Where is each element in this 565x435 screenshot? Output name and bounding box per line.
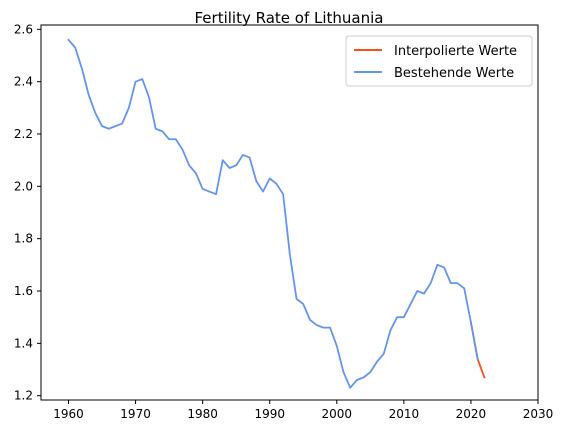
x-tick-label: 2000: [322, 407, 353, 421]
x-tick-label: 1960: [53, 407, 84, 421]
x-tick-label: 2030: [523, 407, 554, 421]
x-tick-label: 1990: [254, 407, 285, 421]
legend: Interpolierte Werte Bestehende Werte: [345, 35, 533, 87]
x-tick-label: 2020: [456, 407, 487, 421]
x-tick-label: 2010: [389, 407, 420, 421]
plot-lines: [67, 38, 486, 389]
y-tick-label: 2.2: [14, 127, 33, 141]
y-axis-ticks: 1.2 1.4 1.6 1.8 2.0 2.2 2.4 2.6: [14, 22, 41, 403]
y-tick-label: 1.6: [14, 284, 33, 298]
y-tick-label: 1.8: [14, 232, 33, 246]
chart-title: Fertility Rate of Lithuania: [195, 9, 384, 27]
legend-label-interpolated: Interpolierte Werte: [394, 44, 517, 59]
y-tick-label: 1.2: [14, 389, 33, 403]
series-line-existing: [67, 38, 479, 389]
y-tick-label: 1.4: [14, 336, 33, 350]
plot-frame: [40, 24, 539, 401]
y-tick-label: 2.0: [14, 179, 33, 193]
legend-label-existing: Bestehende Werte: [394, 66, 514, 81]
x-tick-label: 1970: [120, 407, 151, 421]
y-tick-label: 2.6: [14, 22, 33, 36]
x-axis-ticks: 1960 1970 1980 1990 2000 2010 2020 2030: [53, 400, 553, 421]
legend-box: [345, 35, 533, 87]
x-tick-label: 1980: [187, 407, 218, 421]
y-tick-label: 2.4: [14, 75, 33, 89]
